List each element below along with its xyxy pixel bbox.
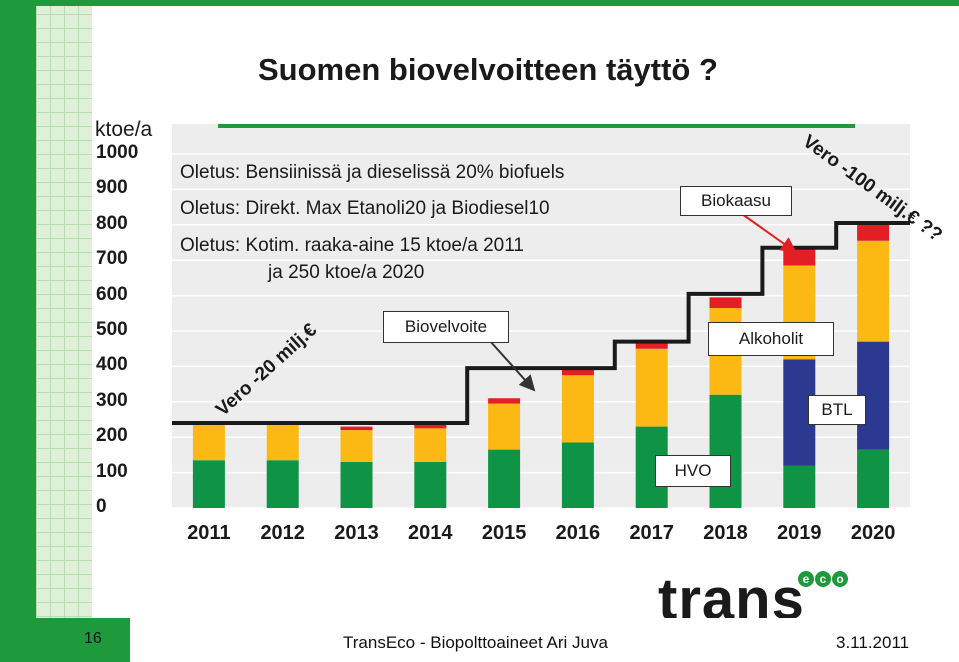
bar-biokaasu-2020	[857, 223, 890, 241]
y-tick-label: 100	[96, 460, 128, 482]
y-tick-label: 600	[96, 283, 128, 305]
x-tick-label: 2018	[703, 522, 748, 544]
biokaasu-callout: Biokaasu	[680, 186, 792, 216]
x-tick-label: 2020	[850, 522, 896, 544]
obligation-step-line	[172, 221, 910, 426]
x-tick-label: 2019	[777, 522, 822, 544]
biovelvoite-arrow	[489, 340, 536, 392]
bar-hvo-2020	[857, 449, 890, 508]
bar-hvo-2016	[561, 442, 594, 508]
bar-hvo-2018	[709, 394, 742, 508]
biovelvoite-callout: Biovelvoite	[383, 311, 509, 343]
x-tick-label: 2011	[187, 522, 231, 544]
x-tick-label: 2017	[629, 522, 674, 544]
page-number: 16	[84, 630, 102, 647]
bar-biokaasu-2014	[414, 424, 447, 429]
assumption-line-2: Oletus: Direkt. Max Etanoli20 ja Biodies…	[180, 198, 550, 219]
footer-date: 3.11.2011	[836, 633, 910, 652]
y-tick-label: 700	[96, 248, 128, 270]
bar-alkoholit-2016	[561, 375, 594, 443]
bar-biokaasu-2013	[340, 426, 373, 431]
x-tick-label: 2013	[334, 522, 379, 544]
bar-hvo-2015	[488, 449, 521, 508]
bar-biokaasu-2019	[783, 249, 816, 266]
bar-hvo-2011	[192, 460, 225, 508]
footer	[0, 618, 959, 662]
hvo-callout: HVO	[655, 455, 731, 487]
x-tick-label: 2012	[260, 522, 305, 544]
left-decor-grid	[36, 0, 92, 620]
x-tick-label: 2014	[408, 522, 453, 544]
top-decor-bar	[36, 0, 959, 6]
eco-letter-o: o	[832, 571, 848, 587]
bar-biokaasu-2015	[488, 398, 521, 404]
y-tick-label: 1000	[96, 142, 139, 163]
bar-alkoholit-2020	[857, 240, 890, 342]
slide-title: Suomen biovelvoitteen täyttö ?	[258, 52, 718, 87]
x-tick-label: 2015	[481, 522, 527, 544]
bar-alkoholit-2012	[266, 424, 299, 461]
bar-hvo-2013	[340, 461, 373, 508]
bar-biokaasu-2016	[561, 368, 594, 376]
bar-alkoholit-2013	[340, 430, 373, 462]
alkoholit-callout: Alkoholit	[708, 322, 834, 356]
bar-alkoholit-2011	[192, 424, 225, 461]
y-tick-label: 400	[96, 354, 128, 376]
y-axis-unit: ktoe/a	[95, 118, 153, 141]
assumption-line-1: Oletus: Bensiinissä ja dieselissä 20% bi…	[180, 162, 565, 183]
eco-letter-c: c	[815, 571, 831, 587]
footer-author: TransEco - Biopolttoaineet Ari Juva	[343, 633, 608, 652]
bar-hvo-2012	[266, 460, 299, 508]
y-tick-label: 300	[96, 389, 128, 411]
y-tick-label: 900	[96, 177, 128, 199]
bar-hvo-2019	[783, 465, 816, 508]
y-tick-label: 800	[96, 212, 128, 234]
eco-letter-e: e	[798, 571, 814, 587]
bar-hvo-2014	[414, 461, 447, 508]
y-tick-label: 0	[96, 496, 107, 517]
y-tick-label: 200	[96, 425, 128, 447]
bar-alkoholit-2015	[488, 403, 521, 450]
bar-biokaasu-2018	[709, 297, 742, 308]
x-tick-label: 2016	[555, 522, 601, 544]
footer-green-block	[0, 618, 130, 662]
bar-biokaasu-2017	[635, 339, 668, 349]
left-decor-band	[0, 0, 36, 662]
biokaasu-arrow	[741, 213, 797, 253]
y-tick-label: 500	[96, 319, 128, 340]
bar-alkoholit-2017	[635, 348, 668, 427]
assumption-line-4: ja 250 ktoe/a 2020	[268, 262, 425, 283]
assumption-line-3: Oletus: Kotim. raaka-aine 15 ktoe/a 2011	[180, 235, 524, 256]
bar-alkoholit-2014	[414, 428, 447, 462]
btl-callout: BTL	[808, 395, 866, 425]
